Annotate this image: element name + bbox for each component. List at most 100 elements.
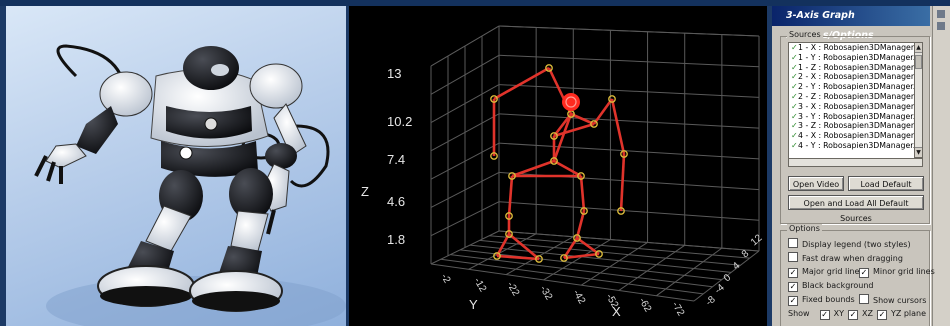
panel-title: 3-Axis Graph Sources/Options [772, 6, 930, 41]
skeleton-joint [590, 120, 598, 128]
source-item[interactable]: ✓3 - Y : Robosapien3DManager.m [789, 112, 917, 122]
skeleton-joint [505, 212, 513, 220]
grid-line [581, 242, 648, 286]
skeleton-joint [608, 95, 616, 103]
minor-grid-checkbox[interactable]: ✓ [859, 268, 869, 278]
skeleton-joint [560, 254, 568, 262]
source-label: 2 - X : Robosapien3DManager.m [798, 72, 918, 82]
minor-grid-option[interactable]: ✓ Minor grid lines [859, 266, 935, 278]
option-label: Black background [802, 281, 874, 290]
grid-line [498, 54, 760, 68]
check-icon: ✓ [791, 101, 798, 111]
show-planes-row: Show ✓ XY ✓ XZ ✓ YZ plane [788, 308, 926, 320]
z-tick-label: 13 [387, 66, 401, 81]
show-cursors-checkbox[interactable] [859, 294, 869, 304]
source-item[interactable]: ✓1 - Y : Robosapien3DManager.m [789, 53, 917, 63]
robosapien-image [34, 44, 346, 326]
scroll-down-arrow-icon[interactable]: ▼ [915, 147, 922, 157]
grid-line [460, 249, 722, 281]
xy-plane-checkbox[interactable]: ✓ [819, 310, 830, 320]
fixed-bounds-option[interactable]: ✓ Fixed bounds [788, 294, 855, 306]
x-tick-label: -62 [636, 296, 653, 314]
skeleton-bone [576, 236, 600, 256]
y-tick-label: -4 [713, 282, 727, 296]
side-toolbar [932, 6, 950, 326]
toolbar-icon[interactable] [937, 10, 945, 18]
source-label: 2 - Y : Robosapien3DManager.m [798, 82, 918, 92]
source-item[interactable]: ✓3 - X : Robosapien3DManager.m [789, 102, 917, 112]
check-icon: ✓ [791, 140, 798, 150]
check-icon: ✓ [791, 121, 798, 131]
grid-line [498, 201, 760, 221]
sources-listbox[interactable]: ✓1 - X : Robosapien3DManager.m ✓1 - Y : … [788, 42, 918, 160]
y-tick-label: 0 [722, 272, 734, 284]
skeleton-bone [619, 153, 626, 212]
scroll-thumb[interactable] [915, 55, 922, 69]
window-frame-top [0, 0, 950, 6]
scroll-up-arrow-icon[interactable]: ▲ [915, 43, 922, 53]
xz-plane-checkbox[interactable]: ✓ [847, 310, 858, 320]
skeleton-bone [610, 98, 626, 155]
skeleton-joint [573, 234, 581, 242]
black-background-option[interactable]: ✓ Black background [788, 280, 874, 292]
skeleton-joint [550, 157, 558, 165]
head-marker [562, 93, 580, 111]
x-tick-label: -72 [669, 300, 686, 318]
yz-plane-checkbox[interactable]: ✓ [876, 310, 887, 320]
plot-grid [430, 25, 760, 302]
option-label: XY [833, 309, 844, 318]
grid-line [693, 250, 760, 302]
head-marker-ring [565, 96, 577, 108]
x-tick-label: -12 [471, 276, 488, 294]
source-item[interactable]: ✓1 - X : Robosapien3DManager.m [789, 43, 917, 53]
option-label: Show cursors [873, 296, 927, 305]
skeleton-bone [508, 233, 540, 260]
fixed-bounds-checkbox[interactable]: ✓ [788, 296, 798, 306]
source-item[interactable]: ✓3 - Z : Robosapien3DManager.m [789, 121, 917, 131]
source-item[interactable]: ✓4 - X : Robosapien3DManager.m [789, 131, 917, 141]
source-label: 4 - X : Robosapien3DManager.m [798, 131, 918, 141]
source-item[interactable]: ✓2 - X : Robosapien3DManager.m [789, 72, 917, 82]
skeleton-joint [545, 64, 553, 72]
source-item[interactable]: ✓4 - Y : Robosapien3DManager.m [789, 141, 917, 151]
z-axis-label: Z [361, 184, 369, 199]
show-cursors-option[interactable]: Show cursors [859, 294, 926, 305]
sources-horizontal-scrollbar[interactable] [788, 158, 923, 167]
major-grid-checkbox[interactable]: ✓ [788, 268, 798, 278]
grid-line [450, 254, 713, 288]
display-legend-checkbox[interactable] [788, 238, 798, 248]
skeleton-joint [580, 207, 588, 215]
option-label: Major grid lines [802, 267, 864, 276]
open-video-button[interactable]: Open Video [788, 176, 844, 191]
x-axis-label: Y [469, 297, 478, 312]
skeleton-bone [496, 254, 540, 261]
grid-line [498, 142, 760, 160]
skeleton-joint [508, 172, 516, 180]
source-label: 1 - X : Robosapien3DManager.m [798, 43, 918, 52]
sources-vertical-scrollbar[interactable]: ▲ ▼ [914, 42, 923, 158]
skeleton-bone [507, 175, 514, 217]
toolbar-icon[interactable] [937, 22, 945, 30]
grid-line [618, 244, 685, 291]
fast-draw-checkbox[interactable] [788, 252, 798, 262]
3d-skeleton-plot[interactable]: 13 10.2 7.4 4.6 1.8 Z -2 -12 -22 -32 -42 -52 -62 -72 Y… [349, 6, 767, 326]
skeleton-bone [563, 252, 600, 260]
x-axis-label-2: X [612, 304, 621, 319]
fast-draw-option[interactable]: Fast draw when dragging [788, 252, 903, 263]
major-grid-option[interactable]: ✓ Major grid lines [788, 266, 864, 278]
display-legend-option[interactable]: Display legend (two styles) [788, 238, 911, 249]
options-group: Options [780, 224, 930, 326]
skeleton-bone [493, 66, 550, 101]
source-item[interactable]: ✓2 - Y : Robosapien3DManager.m [789, 82, 917, 92]
skeleton-joint [620, 150, 628, 158]
source-item[interactable]: ✓2 - Z : Robosapien3DManager.m [789, 92, 917, 102]
load-default-source-button[interactable]: Load Default Source [848, 176, 924, 204]
option-label: XZ [861, 309, 873, 318]
black-background-checkbox[interactable]: ✓ [788, 282, 798, 292]
skeleton-bone [552, 113, 573, 137]
open-and-load-all-button[interactable]: Open and Load All Default Sources [788, 195, 924, 223]
robot-photo [6, 6, 346, 326]
skeleton-bone [511, 159, 555, 178]
source-item[interactable]: ✓1 - Z : Robosapien3DManager.m [789, 63, 917, 73]
